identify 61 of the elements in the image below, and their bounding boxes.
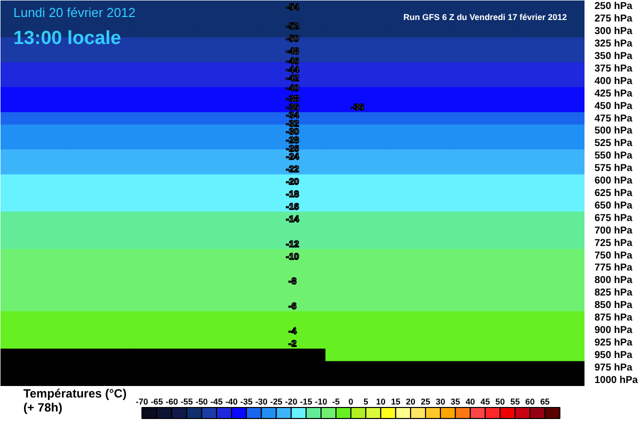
- color-bar-label: 0: [348, 396, 354, 406]
- color-bar-label: -15: [300, 396, 313, 406]
- y-tick-label: 600 hPa: [594, 176, 633, 187]
- y-tick-label: 525 hPa: [594, 138, 633, 150]
- y-tick-label: 800 hPa: [594, 275, 633, 286]
- y-tick-label: 1000 hPa: [594, 374, 638, 386]
- color-bar-label: 35: [450, 396, 460, 406]
- color-bar-label: -20: [285, 396, 298, 406]
- y-tick-label: 925 hPa: [594, 337, 633, 348]
- color-bar-label: 50: [495, 396, 506, 406]
- y-tick-label: 425 hPa: [594, 88, 633, 100]
- color-bar-label: -40: [225, 396, 238, 406]
- color-bar-label: 65: [540, 396, 550, 406]
- y-tick-label: 975 hPa: [594, 362, 633, 374]
- y-tick-label: 275 hPa: [594, 14, 633, 25]
- color-bar-label: -25: [270, 396, 283, 406]
- color-bar-label: -5: [332, 396, 340, 406]
- y-tick-label: 875 hPa: [594, 312, 633, 324]
- y-tick-label: 550 hPa: [594, 150, 633, 162]
- y-tick-label: 700 hPa: [594, 225, 633, 236]
- color-bar-label: 60: [525, 396, 536, 406]
- y-tick-label: 850 hPa: [594, 300, 633, 312]
- color-bar-label: -70: [136, 396, 148, 406]
- y-tick-label: 575 hPa: [594, 163, 633, 174]
- y-tick-label: 625 hPa: [594, 188, 633, 199]
- color-bar-label: -60: [166, 396, 178, 406]
- y-tick-label: 750 hPa: [594, 250, 633, 262]
- y-tick-label: 500 hPa: [594, 126, 633, 137]
- y-tick-label: 675 hPa: [594, 212, 633, 224]
- color-bar-label: 40: [466, 396, 476, 406]
- y-tick-label: 375 hPa: [594, 63, 633, 74]
- color-bar-label: -30: [255, 396, 268, 406]
- color-bar-label: -65: [150, 396, 164, 406]
- color-bar-label: -45: [210, 396, 223, 406]
- color-bar-label: 5: [363, 396, 368, 406]
- y-tick-label: 250 hPa: [594, 1, 633, 12]
- color-bar-label: 45: [480, 396, 490, 406]
- y-tick-label: 475 hPa: [594, 113, 633, 124]
- color-bar-label: -35: [240, 396, 253, 406]
- y-tick-label: 350 hPa: [594, 51, 633, 62]
- color-bar-label: 15: [390, 396, 401, 406]
- y-tick-label: 950 hPa: [594, 350, 633, 361]
- color-bar-label: -10: [314, 396, 328, 406]
- y-tick-label: 325 hPa: [594, 38, 633, 50]
- y-tick-label: 650 hPa: [594, 200, 633, 212]
- y-tick-label: 725 hPa: [594, 238, 633, 249]
- color-bar-label: 10: [376, 396, 386, 406]
- color-bar-label: 55: [510, 396, 520, 406]
- color-bar-title: Températures (°C): [23, 386, 127, 400]
- y-tick-label: 300 hPa: [594, 26, 633, 38]
- y-tick-label: 775 hPa: [594, 262, 633, 274]
- color-bar-label: 25: [420, 396, 431, 406]
- y-tick-label: 825 hPa: [594, 288, 633, 299]
- color-bar-label: 20: [406, 396, 416, 406]
- y-tick-label: 400 hPa: [594, 76, 633, 87]
- color-bar-label: 30: [436, 396, 446, 406]
- text: (+ 78h): [23, 400, 62, 414]
- color-bar-label: -55: [180, 396, 194, 406]
- y-tick-label: 900 hPa: [594, 324, 633, 336]
- color-bar-label: -50: [196, 396, 208, 406]
- y-tick-label: 450 hPa: [594, 100, 633, 112]
